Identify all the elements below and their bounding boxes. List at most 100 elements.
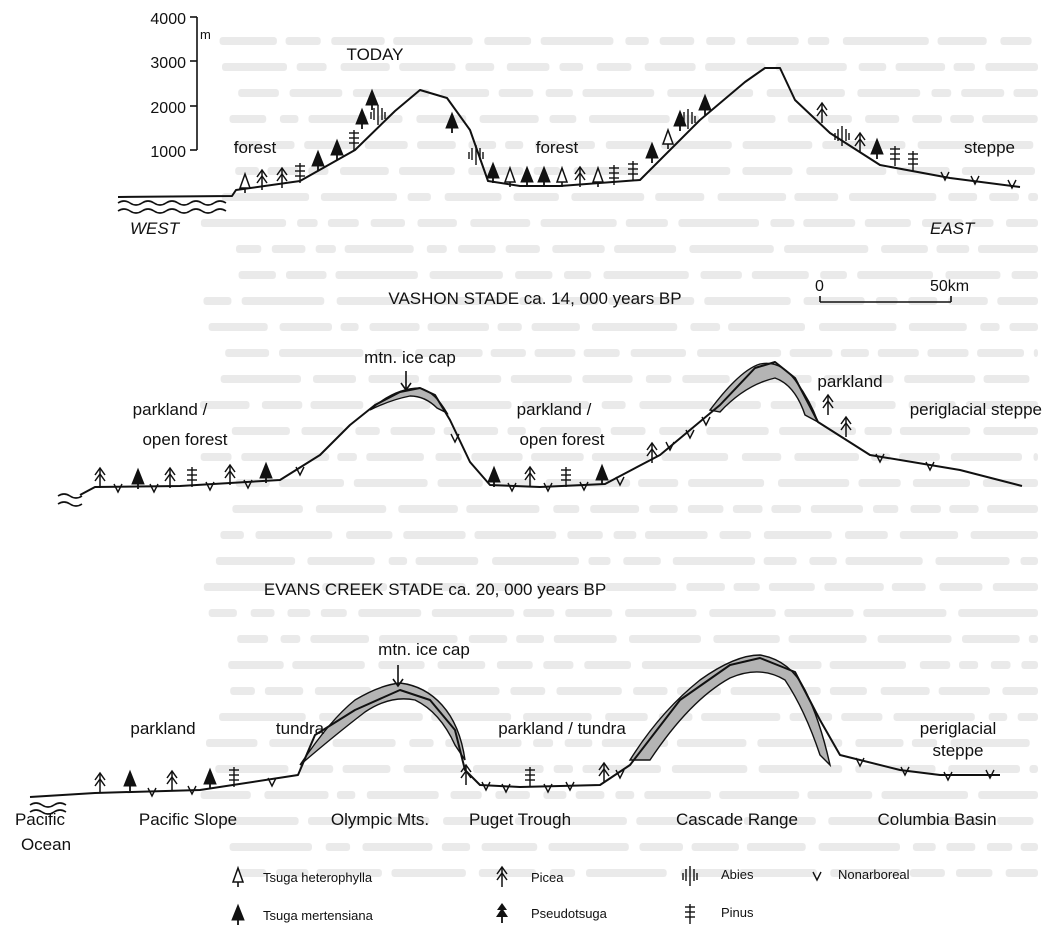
bleed-through-word [990, 661, 1011, 669]
bleed-through-word [880, 687, 930, 695]
bleed-through-word [443, 817, 502, 825]
bleed-through-word [789, 349, 833, 357]
bleed-through-word [230, 687, 255, 695]
bleed-through-word [403, 531, 466, 539]
distance-fifty-km: 50km [930, 278, 969, 295]
bleed-through-word [958, 609, 1038, 617]
bleed-through-word [899, 531, 959, 539]
bleed-through-word [370, 219, 405, 227]
vashon-label-open-forest-mid: open forest [519, 430, 604, 449]
bleed-through-word [336, 791, 356, 799]
bleed-through-word [315, 245, 336, 253]
bleed-through-word [807, 37, 830, 45]
bleed-through-word [215, 557, 296, 565]
bleed-through-word [961, 89, 1005, 97]
bleed-through-word [522, 401, 590, 409]
bleed-through-word [308, 817, 368, 825]
bleed-through-word [701, 713, 781, 721]
bleed-through-word [688, 479, 765, 487]
elevation-scale: 4000 m 3000 2000 1000 [150, 11, 210, 161]
elevation-tick-1000: 1000 [150, 144, 186, 161]
bleed-through-word [533, 167, 561, 175]
bleed-through-word [732, 505, 763, 513]
bleed-through-word [565, 609, 613, 617]
bleed-through-word [691, 843, 739, 851]
bleed-through-word [203, 297, 232, 305]
bleed-through-word [543, 791, 567, 799]
bleed-through-word [719, 791, 800, 799]
today-label-forest-mid: forest [536, 138, 579, 157]
bleed-through-word [364, 141, 408, 149]
region-pacific: Pacific [15, 810, 66, 829]
bleed-through-word [355, 427, 380, 435]
bleed-through-word [206, 739, 258, 747]
bleed-through-word [479, 115, 539, 123]
bleed-through-word [676, 739, 747, 747]
bleed-through-word [220, 375, 301, 383]
region-puget-trough: Puget Trough [469, 810, 571, 829]
profile-line-today [117, 67, 1021, 198]
bleed-through-word [660, 141, 732, 149]
bleed-through-word [340, 63, 390, 71]
bleed-through-word [498, 89, 534, 97]
svg-text:Pseudotsuga: Pseudotsuga [531, 906, 608, 921]
bleed-through-word [438, 401, 512, 409]
bleed-through-word [682, 375, 730, 383]
bleed-through-word [590, 505, 640, 513]
bleed-through-word [678, 219, 759, 227]
bleed-through-word [237, 635, 269, 643]
bleed-through-word [357, 713, 423, 721]
bleed-through-word [431, 609, 515, 617]
bleed-through-word [939, 583, 983, 591]
bleed-through-word [267, 167, 299, 175]
bleed-through-word [1000, 37, 1032, 45]
bleed-through-word [531, 323, 580, 331]
bleed-through-word [445, 739, 522, 747]
bleed-through-word [630, 349, 686, 357]
bleed-through-word [393, 37, 473, 45]
evans-label-periglacial: periglacial [920, 719, 997, 738]
today-label-steppe: steppe [964, 138, 1015, 157]
bleed-through-word [559, 63, 584, 71]
bleed-through-word [272, 141, 295, 149]
bleed-through-word [1028, 193, 1038, 201]
bleed-through-word [686, 583, 725, 591]
bleed-through-word [857, 89, 921, 97]
evans-title: EVANS CREEK STADE ca. 20, 000 years BP [264, 580, 606, 599]
elevation-tick-2000: 2000 [150, 100, 186, 117]
bleed-through-word [233, 141, 262, 149]
bleed-through-word [873, 505, 899, 513]
svg-text:Pinus: Pinus [721, 905, 754, 920]
bleed-through-word [823, 375, 856, 383]
evans-trees [94, 757, 995, 797]
bleed-through-word [605, 713, 648, 721]
bleed-through-word [787, 115, 852, 123]
bleed-through-word [287, 609, 311, 617]
bleed-through-word [1005, 869, 1038, 877]
bleed-through-word [899, 453, 940, 461]
profile-today: TODAY forest forest steppe WEST EAST [117, 45, 1021, 238]
bleed-through-word [465, 63, 495, 71]
bleed-through-word [986, 843, 1013, 851]
bleed-through-word [325, 843, 351, 851]
profile-line-vashon [79, 361, 1023, 496]
bleed-through-word [953, 63, 975, 71]
bleed-through-word [912, 115, 942, 123]
bleed-through-word [858, 479, 901, 487]
bleed-through-word [845, 531, 888, 539]
bleed-through-word [899, 427, 971, 435]
evans-label-ice-cap: mtn. ice cap [378, 640, 470, 659]
bleed-through-word [690, 323, 721, 331]
bleed-through-word [794, 453, 859, 461]
profile-line-evans-creek [29, 657, 1000, 798]
region-pacific-slope: Pacific Slope [139, 810, 237, 829]
evans-ice-cap-east [628, 654, 832, 768]
bleed-through-word [983, 375, 1030, 383]
bleed-through-word [523, 713, 592, 721]
bleed-through-word [225, 349, 270, 357]
bleed-through-word [543, 661, 574, 669]
bleed-through-word [564, 271, 592, 279]
bleed-through-word [962, 635, 1020, 643]
bleed-through-word [208, 323, 268, 331]
pinus-icon [684, 903, 696, 925]
